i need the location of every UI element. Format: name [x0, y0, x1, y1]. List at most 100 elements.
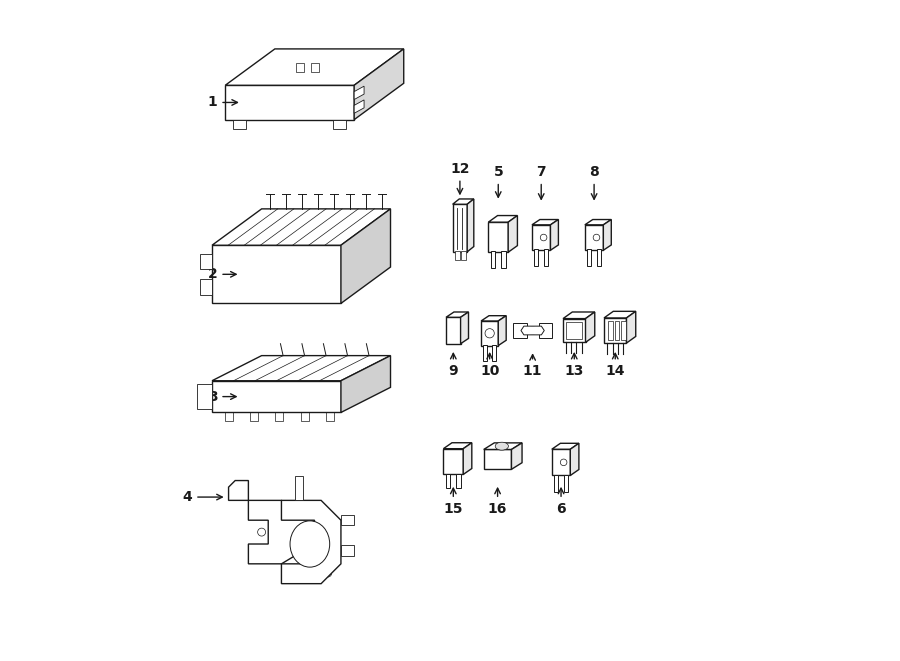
Text: 2: 2 — [208, 267, 236, 282]
Polygon shape — [333, 120, 346, 129]
Bar — [454, 251, 460, 260]
Polygon shape — [229, 481, 248, 500]
Bar — [597, 249, 601, 266]
Text: 1: 1 — [208, 95, 238, 110]
Polygon shape — [552, 444, 579, 449]
Circle shape — [236, 487, 244, 495]
Bar — [461, 251, 466, 260]
Polygon shape — [482, 316, 506, 321]
Polygon shape — [489, 222, 508, 253]
Polygon shape — [296, 63, 304, 73]
Circle shape — [528, 327, 536, 334]
Text: 16: 16 — [488, 488, 508, 516]
Text: 8: 8 — [590, 165, 599, 199]
Polygon shape — [341, 515, 355, 525]
Text: 4: 4 — [183, 490, 222, 504]
Polygon shape — [489, 215, 518, 222]
Circle shape — [540, 234, 547, 241]
Polygon shape — [355, 100, 365, 113]
Polygon shape — [453, 199, 473, 204]
Polygon shape — [563, 319, 586, 342]
Text: 15: 15 — [444, 488, 464, 516]
Bar — [232, 280, 257, 298]
Text: 3: 3 — [208, 389, 236, 404]
Polygon shape — [603, 219, 611, 251]
Bar — [278, 280, 303, 298]
Bar — [492, 345, 496, 362]
Polygon shape — [532, 219, 558, 225]
Bar — [491, 251, 495, 268]
Polygon shape — [464, 443, 472, 475]
Polygon shape — [225, 85, 355, 120]
Text: 5: 5 — [493, 165, 503, 197]
Polygon shape — [508, 215, 518, 253]
Bar — [446, 474, 450, 488]
Circle shape — [258, 508, 265, 514]
Bar — [301, 411, 309, 421]
Bar — [621, 321, 626, 340]
Bar — [501, 251, 506, 268]
Text: 6: 6 — [556, 488, 566, 516]
Polygon shape — [311, 63, 320, 73]
Polygon shape — [444, 443, 472, 449]
Polygon shape — [453, 204, 467, 252]
Bar — [456, 474, 461, 488]
Polygon shape — [233, 120, 247, 129]
Polygon shape — [225, 49, 404, 85]
Polygon shape — [446, 312, 469, 317]
Polygon shape — [212, 245, 341, 303]
Bar — [554, 475, 558, 492]
Polygon shape — [483, 449, 511, 469]
Polygon shape — [294, 476, 303, 500]
Bar — [608, 321, 613, 340]
Polygon shape — [585, 225, 603, 251]
Polygon shape — [585, 219, 611, 225]
Bar — [483, 345, 487, 362]
Bar — [225, 411, 233, 421]
Polygon shape — [212, 381, 341, 412]
Bar — [615, 321, 619, 340]
Polygon shape — [604, 318, 626, 343]
Circle shape — [257, 528, 266, 536]
Text: 10: 10 — [480, 354, 500, 379]
Polygon shape — [200, 279, 212, 295]
Bar — [275, 411, 284, 421]
Bar — [566, 322, 582, 339]
Text: 13: 13 — [564, 354, 584, 379]
Polygon shape — [355, 49, 404, 120]
Polygon shape — [586, 312, 595, 342]
Text: 7: 7 — [536, 165, 546, 199]
Polygon shape — [604, 311, 635, 318]
Circle shape — [324, 569, 332, 577]
Circle shape — [485, 329, 494, 338]
Polygon shape — [499, 316, 506, 346]
Polygon shape — [511, 443, 522, 469]
Text: 14: 14 — [606, 354, 625, 379]
Circle shape — [561, 459, 567, 465]
Polygon shape — [212, 356, 391, 381]
Polygon shape — [282, 500, 341, 584]
Polygon shape — [248, 500, 314, 564]
Text: 9: 9 — [448, 354, 458, 379]
Polygon shape — [341, 545, 355, 556]
Bar — [535, 249, 538, 266]
Polygon shape — [551, 219, 558, 251]
Circle shape — [593, 234, 599, 241]
Ellipse shape — [495, 442, 508, 450]
Text: 12: 12 — [450, 161, 470, 194]
Polygon shape — [446, 317, 461, 344]
Polygon shape — [355, 86, 365, 100]
Bar — [250, 411, 258, 421]
Circle shape — [289, 569, 297, 577]
Polygon shape — [444, 449, 464, 475]
Bar — [587, 249, 591, 266]
Bar — [544, 249, 548, 266]
Ellipse shape — [290, 521, 329, 567]
Polygon shape — [521, 326, 544, 335]
Bar — [539, 323, 552, 338]
Bar — [514, 323, 526, 338]
Polygon shape — [626, 311, 635, 343]
Polygon shape — [532, 225, 551, 251]
Bar — [564, 475, 568, 492]
Polygon shape — [563, 312, 595, 319]
